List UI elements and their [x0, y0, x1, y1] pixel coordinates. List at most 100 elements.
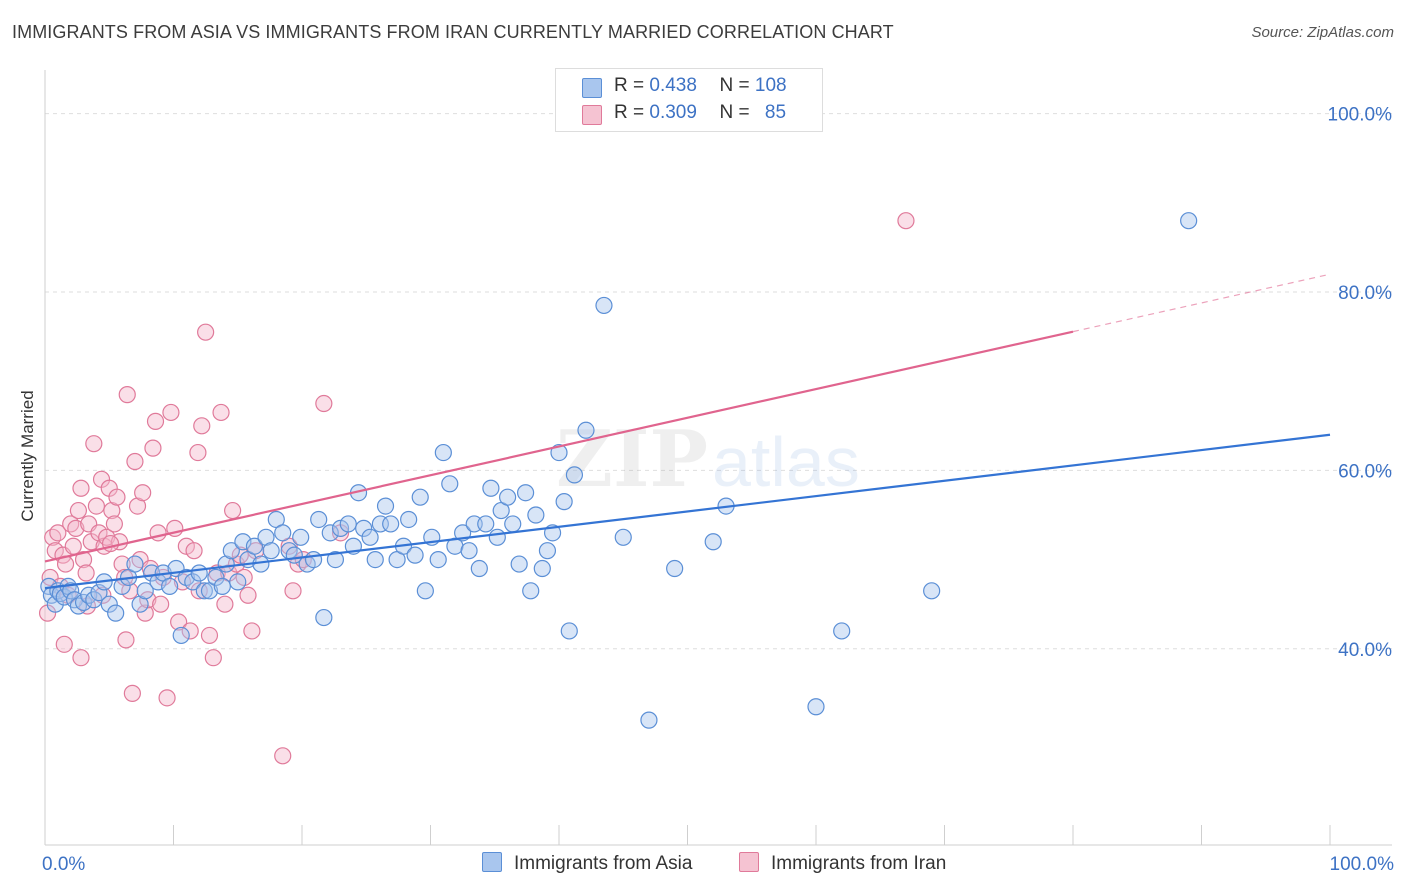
grid-lines	[45, 113, 1392, 650]
data-point-iran	[69, 501, 88, 520]
chart-title: IMMIGRANTS FROM ASIA VS IMMIGRANTS FROM …	[12, 22, 894, 42]
legend-asia-r-label: R =	[614, 75, 645, 96]
watermark-atlas: atlas	[712, 423, 860, 501]
data-point-asia	[62, 582, 80, 600]
data-point-iran	[77, 564, 95, 582]
data-point-asia	[538, 542, 557, 560]
data-point-asia	[262, 542, 280, 560]
y-tick-label: 100.0%	[1328, 105, 1393, 126]
data-point-asia	[100, 595, 118, 613]
trend-lines	[44, 273, 1331, 590]
data-point-asia	[213, 577, 231, 595]
trend-line-iran	[44, 330, 1074, 563]
data-point-asia	[400, 510, 418, 529]
data-point-asia	[560, 622, 578, 640]
trend-line-asia	[44, 433, 1331, 590]
data-point-asia	[366, 551, 384, 569]
data-point-iran	[193, 417, 211, 435]
data-point-asia	[107, 604, 125, 622]
series-asia-points	[40, 212, 1198, 729]
data-point-asia	[1180, 212, 1198, 230]
data-point-asia	[482, 479, 500, 497]
data-point-iran	[49, 524, 67, 542]
data-point-asia	[55, 588, 73, 606]
data-point-asia	[304, 551, 323, 569]
data-point-asia	[195, 582, 213, 600]
data-point-iran	[67, 519, 85, 537]
data-point-iran	[72, 479, 90, 497]
data-point-asia	[504, 515, 522, 533]
data-point-asia	[595, 296, 613, 315]
x-tick-label: 0.0%	[42, 854, 85, 875]
data-point-iran	[239, 586, 257, 604]
data-point-iran	[74, 551, 93, 569]
legend: R = 0.438 N = 108 R = 0.309 N = 85	[555, 68, 823, 132]
data-point-iran	[123, 684, 141, 702]
data-point-asia	[460, 542, 478, 560]
data-point-asia	[416, 582, 434, 600]
data-point-iran	[87, 497, 106, 515]
data-point-asia	[292, 528, 310, 546]
data-point-asia	[516, 484, 535, 502]
data-point-asia	[577, 421, 595, 439]
bottom-legend-label-iran: Immigrants from Iran	[771, 853, 947, 874]
data-point-iran	[181, 622, 199, 640]
data-point-asia	[315, 608, 333, 627]
data-point-asia	[550, 443, 568, 462]
data-point-iran	[170, 613, 188, 631]
data-point-asia	[207, 568, 225, 587]
data-point-asia	[477, 515, 495, 533]
data-point-asia	[522, 582, 540, 600]
source-label: Source: ZipAtlas.com	[1251, 24, 1394, 41]
data-point-asia	[527, 506, 545, 524]
data-point-asia	[470, 559, 488, 578]
data-point-asia	[355, 519, 373, 537]
data-point-iran	[108, 488, 126, 506]
data-point-asia	[229, 573, 247, 591]
data-point-iran	[126, 452, 144, 471]
bottom-legend-swatch-asia	[482, 852, 502, 872]
data-point-iran	[146, 412, 165, 430]
data-point-iran	[144, 439, 162, 457]
data-point-asia	[361, 528, 379, 546]
x-tick-label: 100.0%	[1330, 854, 1395, 875]
data-point-asia	[184, 573, 202, 591]
data-point-asia	[441, 475, 459, 493]
data-point-asia	[376, 497, 395, 515]
data-point-asia	[807, 698, 825, 716]
data-point-asia	[488, 528, 506, 546]
data-point-iran	[136, 604, 154, 622]
data-point-asia	[499, 488, 517, 506]
data-point-asia	[172, 626, 190, 645]
data-point-asia	[666, 559, 684, 578]
data-point-iran	[118, 386, 136, 404]
data-point-iran	[152, 595, 170, 613]
legend-asia-n-value: 108	[754, 75, 787, 96]
trend-line-iran-extension	[1072, 273, 1331, 333]
data-point-asia	[833, 622, 851, 640]
data-point-iran	[185, 542, 203, 560]
bottom-legend-iran: Immigrants from Iran	[739, 852, 946, 875]
data-point-asia	[136, 582, 154, 600]
data-point-iran	[162, 403, 180, 422]
data-point-asia	[46, 595, 64, 613]
data-point-asia	[510, 555, 528, 573]
data-point-asia	[310, 510, 328, 529]
data-point-iran	[224, 501, 242, 520]
data-point-iran	[204, 649, 222, 667]
data-point-iran	[284, 582, 302, 600]
y-tick-label: 80.0%	[1338, 283, 1392, 304]
data-point-iran	[117, 631, 135, 649]
data-point-iran	[105, 515, 123, 533]
data-point-iran	[158, 689, 176, 707]
legend-asia-n-label: N =	[719, 75, 750, 96]
data-point-asia	[640, 711, 658, 729]
y-axis-label: Currently Married	[18, 390, 37, 522]
bottom-legend-label-asia: Immigrants from Asia	[514, 853, 693, 874]
data-point-asia	[339, 515, 357, 533]
data-point-asia	[533, 559, 551, 578]
data-point-asia	[565, 466, 584, 484]
axes	[44, 70, 1392, 846]
y-tick-label: 60.0%	[1338, 461, 1392, 482]
data-point-asia	[326, 551, 345, 569]
